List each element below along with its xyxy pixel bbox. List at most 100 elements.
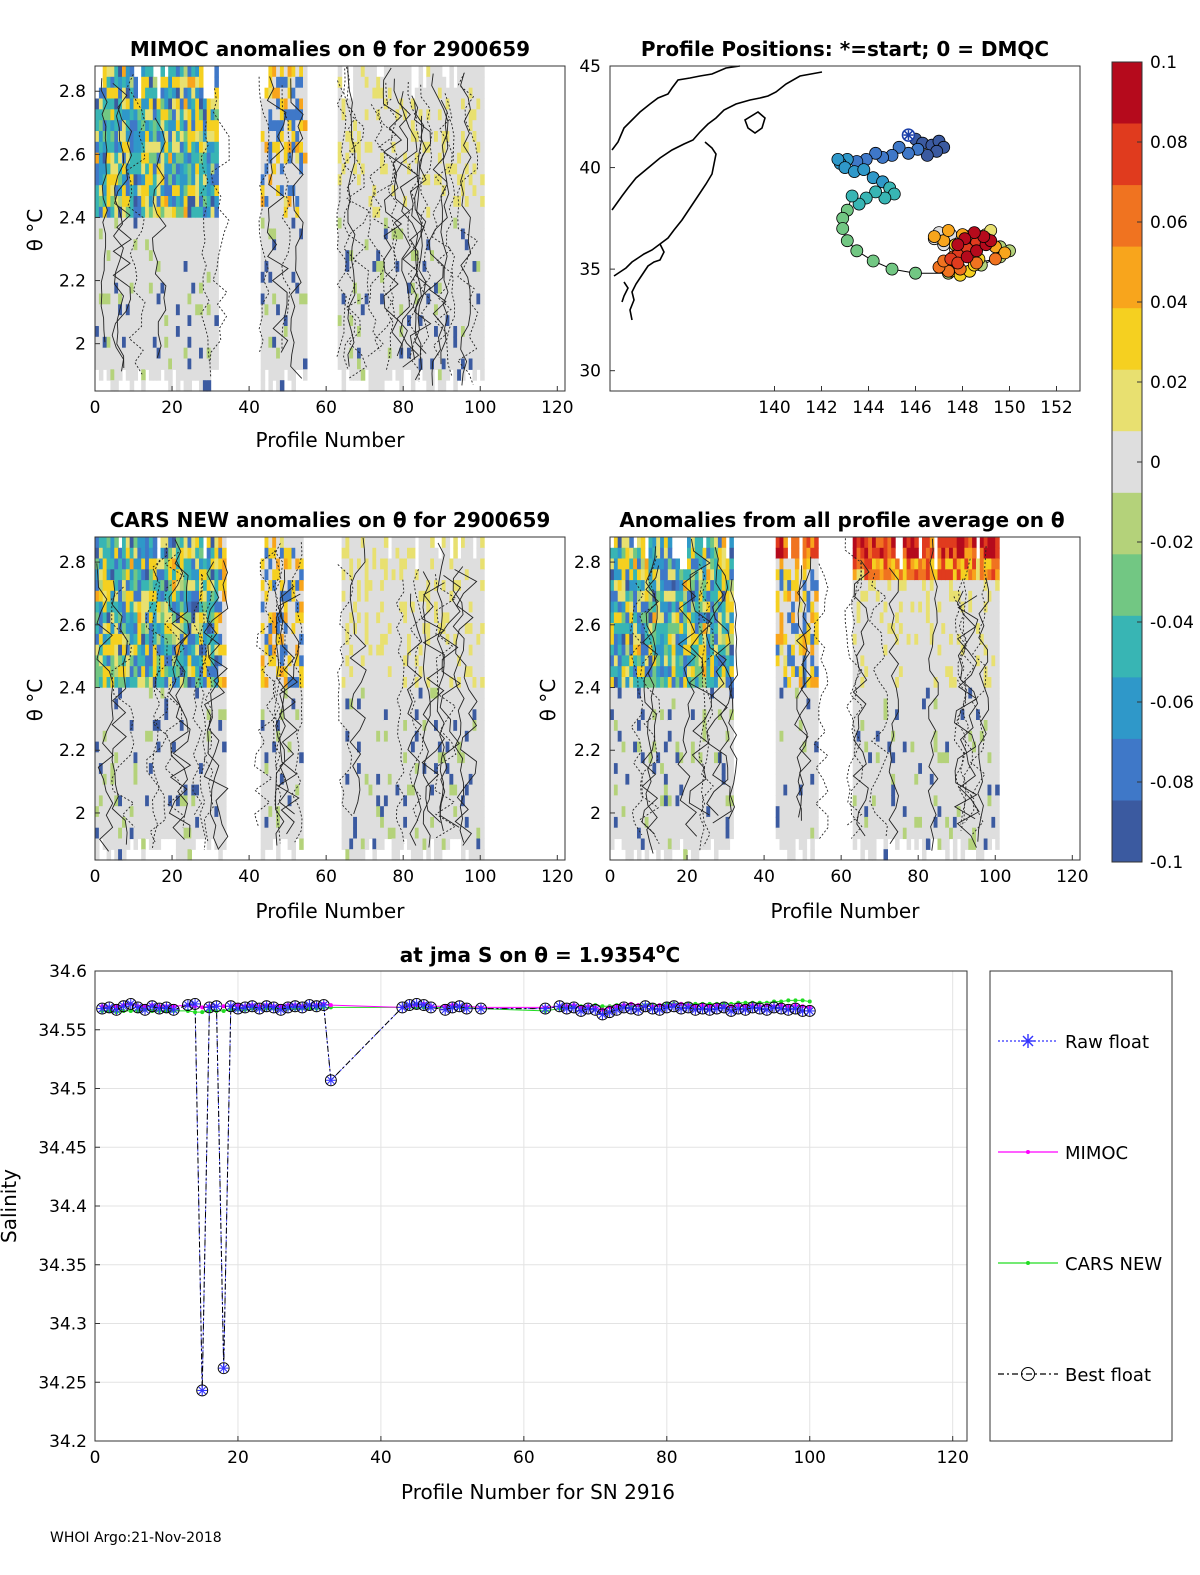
anomaly-cell [110, 228, 115, 240]
anomaly-cell [95, 655, 100, 667]
anomaly-cell [276, 773, 281, 786]
anomaly-cell [360, 849, 366, 861]
anomaly-cell [345, 698, 350, 710]
anomaly-cell [179, 644, 185, 657]
anomaly-cell [260, 666, 266, 678]
anomaly-cell [133, 720, 138, 732]
anomaly-cell [368, 784, 373, 796]
anomaly-cell [168, 612, 173, 624]
anomaly-cell [461, 347, 466, 360]
anomaly-cell [368, 336, 373, 349]
anomaly-cell [276, 623, 281, 635]
anomaly-cell [341, 730, 347, 743]
anomaly-cell [403, 763, 408, 775]
anomaly-cell [453, 687, 458, 700]
anomaly-cell [114, 239, 119, 251]
anomaly-cell [260, 773, 266, 786]
anomaly-cell [114, 326, 119, 338]
anomaly-cell [422, 666, 427, 678]
anomaly-cell [95, 271, 100, 284]
x-tick-label: 60 [315, 867, 337, 887]
anomaly-cell [480, 369, 485, 381]
anomaly-cell [395, 206, 400, 219]
anomaly-cell [172, 326, 177, 338]
anomaly-cell [295, 741, 300, 753]
anomaly-cell [152, 709, 158, 721]
anomaly-cell [430, 66, 435, 78]
anomaly-cell [441, 358, 447, 370]
anomaly-cell [106, 849, 112, 861]
anomaly-cell [426, 217, 431, 230]
anomaly-cell [395, 196, 400, 208]
anomaly-cell [183, 687, 189, 700]
anomaly-cell [341, 336, 347, 349]
anomaly-cell [414, 369, 420, 381]
anomaly-cell [480, 569, 485, 581]
anomaly-cell [380, 228, 385, 240]
anomaly-cell [160, 773, 165, 786]
anomaly-cell [141, 806, 146, 818]
anomaly-cell [283, 185, 289, 197]
anomaly-cell [152, 816, 158, 829]
anomaly-cell [148, 196, 154, 208]
anomaly-cell [457, 687, 462, 700]
anomaly-cell [441, 141, 447, 154]
anomaly-cell [299, 66, 304, 78]
anomaly-cell [441, 163, 447, 175]
anomaly-cell [283, 773, 289, 786]
anomaly-cell [179, 131, 185, 143]
anomaly-cell [299, 838, 304, 850]
anomaly-cell [210, 271, 216, 284]
anomaly-cell [357, 590, 362, 603]
anomaly-cell [445, 131, 451, 143]
anomaly-cell [187, 131, 192, 143]
anomaly-cell [98, 217, 104, 230]
anomaly-cell [122, 185, 127, 197]
y-tick-label: 45 [579, 57, 601, 77]
anomaly-cell [106, 206, 112, 219]
anomaly-cell [299, 315, 304, 327]
anomaly-cell [168, 623, 173, 635]
anomaly-cell [106, 827, 112, 840]
anomaly-cell [387, 687, 393, 700]
anomaly-cell [364, 730, 370, 743]
anomaly-cell [206, 816, 212, 829]
anomaly-cell [172, 816, 177, 829]
anomaly-cell [445, 644, 451, 657]
anomaly-cell [418, 601, 424, 613]
anomaly-cell [426, 677, 431, 689]
anomaly-cell [403, 250, 408, 262]
anomaly-cell [164, 698, 169, 710]
anomaly-cell [214, 239, 219, 251]
anomaly-cell [357, 163, 362, 175]
anomaly-cell [222, 827, 227, 840]
anomaly-cell [453, 720, 458, 732]
anomaly-cell [372, 795, 377, 807]
anomaly-cell [214, 120, 219, 132]
anomaly-cell [476, 784, 481, 796]
anomaly-cell [476, 282, 481, 295]
anomaly-cell [410, 838, 416, 850]
anomaly-cell [199, 773, 204, 786]
anomaly-cell [368, 98, 373, 110]
anomaly-cell [168, 666, 173, 678]
anomaly-cell [480, 239, 485, 251]
anomaly-cell [137, 784, 142, 796]
anomaly-cell [403, 741, 408, 753]
anomaly-cell [175, 98, 181, 110]
anomaly-cell [175, 741, 181, 753]
anomaly-cell [268, 709, 273, 721]
anomaly-cell [461, 806, 466, 818]
anomaly-cell [468, 569, 474, 581]
anomaly-cell [372, 623, 377, 635]
anomaly-cell [418, 687, 424, 700]
anomaly-cell [141, 816, 146, 829]
anomaly-cell [387, 326, 393, 338]
anomaly-cell [145, 163, 150, 175]
anomaly-cell [102, 644, 108, 657]
anomaly-cell [291, 185, 296, 197]
anomaly-cell [337, 87, 343, 100]
anomaly-cell [395, 109, 400, 121]
anomaly-cell [268, 827, 273, 840]
anomaly-cell [380, 174, 385, 186]
